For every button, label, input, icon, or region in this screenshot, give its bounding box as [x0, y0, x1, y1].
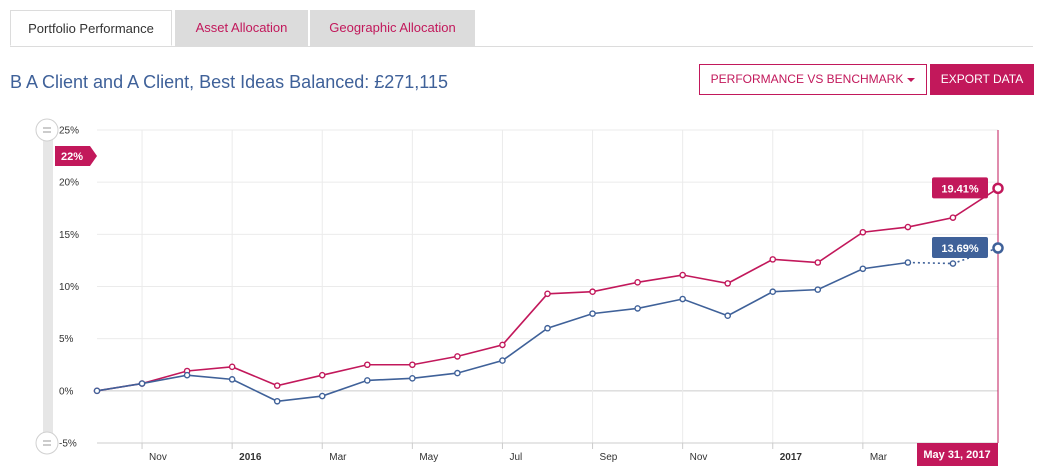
portfolio-point: [859, 228, 867, 236]
date-label-box: [917, 443, 998, 466]
benchmark-point: [992, 242, 1004, 254]
range-slider: 22%: [35, 118, 97, 455]
tab-portfolio-performance[interactable]: Portfolio Performance: [10, 10, 172, 46]
portfolio-point: [409, 361, 416, 369]
y-tick-label: 15%: [59, 230, 79, 241]
x-tick-label: Jul: [509, 452, 522, 463]
y-tick-label: -5%: [59, 439, 77, 450]
portfolio-point: [273, 382, 281, 389]
portfolio-point: [318, 371, 326, 379]
portfolio-end-label: 19.41%: [941, 183, 979, 195]
portfolio-point: [769, 256, 777, 263]
caret-down-icon: [907, 77, 916, 82]
tab-asset-allocation[interactable]: Asset Allocation: [175, 10, 308, 46]
benchmark-point: [724, 312, 732, 320]
portfolio-point: [544, 290, 551, 298]
benchmark-point: [138, 380, 146, 387]
page-title: B A Client and A Client, Best Ideas Bala…: [10, 72, 448, 92]
portfolio-point: [679, 271, 686, 279]
slider-handle: [35, 431, 59, 455]
portfolio-point: [904, 223, 912, 231]
chart-series: [93, 130, 1004, 443]
benchmark-end-label-box: [932, 237, 988, 259]
portfolio-point: [992, 182, 1004, 195]
x-tick-label: Nov: [149, 452, 167, 463]
benchmark-point: [589, 310, 596, 317]
x-tick-label: 2016: [239, 452, 262, 463]
portfolio-point: [814, 259, 822, 266]
portfolio-point: [634, 279, 641, 286]
portfolio-point: [949, 214, 957, 221]
benchmark-point: [949, 260, 957, 267]
benchmark-point: [363, 377, 371, 384]
benchmark-point: [544, 324, 551, 332]
benchmark-point: [93, 387, 101, 395]
benchmark-point: [273, 397, 281, 405]
y-tick-label: 10%: [59, 282, 79, 293]
benchmark-point: [454, 369, 461, 377]
slider-value-badge: [55, 146, 97, 166]
portfolio-point: [363, 361, 371, 369]
benchmark-point: [183, 371, 191, 379]
benchmark-point: [228, 376, 236, 383]
x-tick-label: Mar: [870, 452, 888, 463]
performance-vs-benchmark-dropdown[interactable]: PERFORMANCE VS BENCHMARK: [699, 64, 927, 95]
benchmark-point: [409, 375, 416, 382]
benchmark-end-label: 13.69%: [941, 243, 979, 255]
portfolio-point: [454, 353, 461, 360]
y-tick-label: 5%: [59, 334, 74, 345]
benchmark-point: [859, 265, 867, 273]
portfolio-point: [499, 341, 506, 349]
tab-geographic-allocation[interactable]: Geographic Allocation: [310, 10, 475, 46]
performance-vs-benchmark-label: PERFORMANCE VS BENCHMARK: [710, 72, 904, 86]
portfolio-point: [724, 280, 732, 287]
y-tick-label: 20%: [59, 178, 79, 189]
benchmark-point: [499, 357, 506, 364]
chart-end-labels: 19.41% 13.69% May 31, 2017: [917, 177, 998, 466]
slider-track: [43, 130, 53, 443]
benchmark-point: [904, 259, 912, 266]
x-axis: Nov 2016 Mar May Jul Sep Nov 2017 Mar: [97, 442, 998, 463]
chart-grid: [97, 129, 998, 444]
benchmark-point: [634, 305, 641, 312]
y-tick-label: 0%: [59, 386, 74, 397]
slider-value-text: 22%: [61, 151, 83, 163]
x-tick-label: 2017: [780, 452, 803, 463]
x-tick-label: Sep: [600, 452, 618, 463]
tab-bar: Portfolio Performance Asset Allocation G…: [10, 10, 1033, 47]
x-tick-label: May: [419, 452, 438, 463]
benchmark-point: [318, 392, 326, 400]
export-data-button[interactable]: EXPORT DATA: [930, 64, 1034, 95]
portfolio-point: [589, 288, 596, 296]
x-tick-label: Nov: [690, 452, 708, 463]
slider-handle: [35, 118, 59, 142]
benchmark-point: [814, 286, 822, 293]
x-tick-label: Mar: [329, 452, 347, 463]
portfolio-point: [228, 363, 236, 371]
y-axis: 25% 20% 15% 10% 5% 0% -5%: [59, 126, 79, 450]
date-label: May 31, 2017: [923, 449, 990, 461]
portfolio-end-label-box: [932, 177, 988, 199]
y-tick-label: 25%: [59, 126, 79, 137]
benchmark-point: [679, 295, 686, 303]
benchmark-point: [769, 288, 777, 296]
